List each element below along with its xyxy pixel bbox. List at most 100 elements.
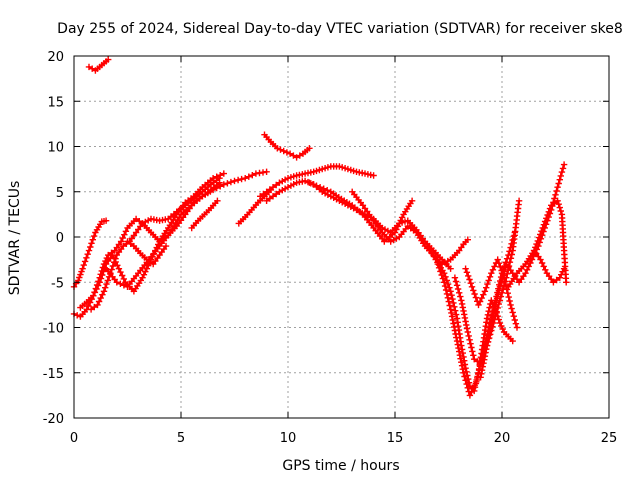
data-point (97, 294, 104, 302)
data-point (77, 271, 84, 278)
data-point (507, 255, 515, 262)
data-point (213, 184, 220, 192)
series-line (265, 179, 452, 270)
data-point (461, 373, 468, 380)
data-point (505, 293, 512, 301)
data-point (493, 299, 500, 306)
data-point (463, 325, 471, 332)
data-point (458, 359, 465, 366)
data-point (541, 218, 549, 225)
data-point (476, 298, 484, 305)
data-point (543, 215, 550, 222)
data-point (162, 242, 170, 250)
data-point (408, 197, 416, 204)
data-point (445, 298, 452, 305)
data-point (537, 231, 544, 238)
data-point (496, 283, 504, 290)
data-point (449, 295, 456, 303)
data-point (480, 291, 487, 298)
data-point (220, 181, 227, 188)
data-point (120, 275, 127, 283)
data-point (111, 259, 118, 266)
data-point (274, 145, 281, 152)
series-arc-1 (85, 56, 112, 74)
data-point (509, 337, 516, 345)
data-point (113, 279, 120, 286)
series-arc-12 (349, 188, 471, 268)
data-point (557, 207, 564, 215)
data-point (540, 221, 548, 228)
data-point (534, 237, 541, 245)
data-point (546, 205, 554, 212)
data-point (227, 178, 235, 186)
data-point (454, 285, 462, 293)
data-point (462, 265, 469, 272)
data-point (453, 334, 460, 341)
data-point (234, 176, 242, 184)
data-point (94, 301, 101, 309)
data-point (104, 277, 111, 284)
data-point (242, 175, 249, 182)
data-point (479, 363, 486, 370)
data-point (481, 288, 489, 295)
data-point (555, 180, 562, 187)
data-point (452, 278, 460, 285)
data-point (94, 282, 102, 289)
data-point (434, 260, 441, 268)
x-tick-label: 25 (601, 431, 618, 446)
y-tick-label: 10 (47, 141, 64, 156)
data-point (466, 336, 473, 343)
data-point (470, 287, 477, 294)
y-tick-label: -20 (43, 412, 64, 427)
data-point (552, 191, 559, 198)
data-point (119, 234, 126, 242)
chart-title: Day 255 of 2024, Sidereal Day-to-day VTE… (57, 21, 623, 37)
data-point (350, 167, 357, 175)
data-point (115, 265, 123, 272)
data-point (464, 236, 471, 243)
y-axis-label: SDTVAR / TECUs (7, 181, 23, 296)
data-point (466, 392, 474, 399)
data-point (563, 279, 570, 286)
data-point (558, 168, 566, 176)
data-point (446, 302, 453, 309)
data-point (301, 177, 309, 185)
data-point (484, 280, 491, 288)
data-point (283, 149, 291, 156)
data-point (91, 289, 99, 296)
data-point (324, 164, 332, 171)
data-point (90, 232, 98, 240)
data-point (499, 325, 506, 333)
data-point (553, 187, 560, 195)
data-point (539, 224, 546, 232)
data-point (498, 322, 505, 330)
data-point (471, 382, 478, 389)
data-point (117, 280, 124, 287)
data-point (523, 266, 531, 273)
data-point (470, 352, 477, 359)
data-point (458, 297, 465, 304)
data-point (84, 251, 91, 258)
data-point (441, 282, 449, 290)
data-point (102, 217, 110, 224)
data-point (339, 164, 346, 171)
data-point (95, 298, 103, 305)
data-point (439, 275, 447, 282)
data-point (320, 185, 327, 192)
axis-ticks: 0 5 10 15 20 25 -20 -15 -10 -5 0 5 10 15 20 (43, 50, 618, 446)
data-point (105, 56, 112, 63)
data-point (560, 161, 568, 168)
data-point (513, 324, 521, 331)
data-point (538, 228, 545, 235)
data-point (558, 271, 565, 278)
x-tick-label: 5 (177, 431, 185, 446)
data-point (220, 170, 227, 177)
data-point (117, 238, 125, 245)
data-point (463, 269, 471, 276)
y-tick-label: 5 (56, 186, 64, 201)
data-point (290, 173, 297, 180)
data-point (545, 208, 552, 215)
data-point (451, 303, 458, 310)
series-arc-7 (235, 186, 275, 227)
data-point (90, 292, 97, 299)
